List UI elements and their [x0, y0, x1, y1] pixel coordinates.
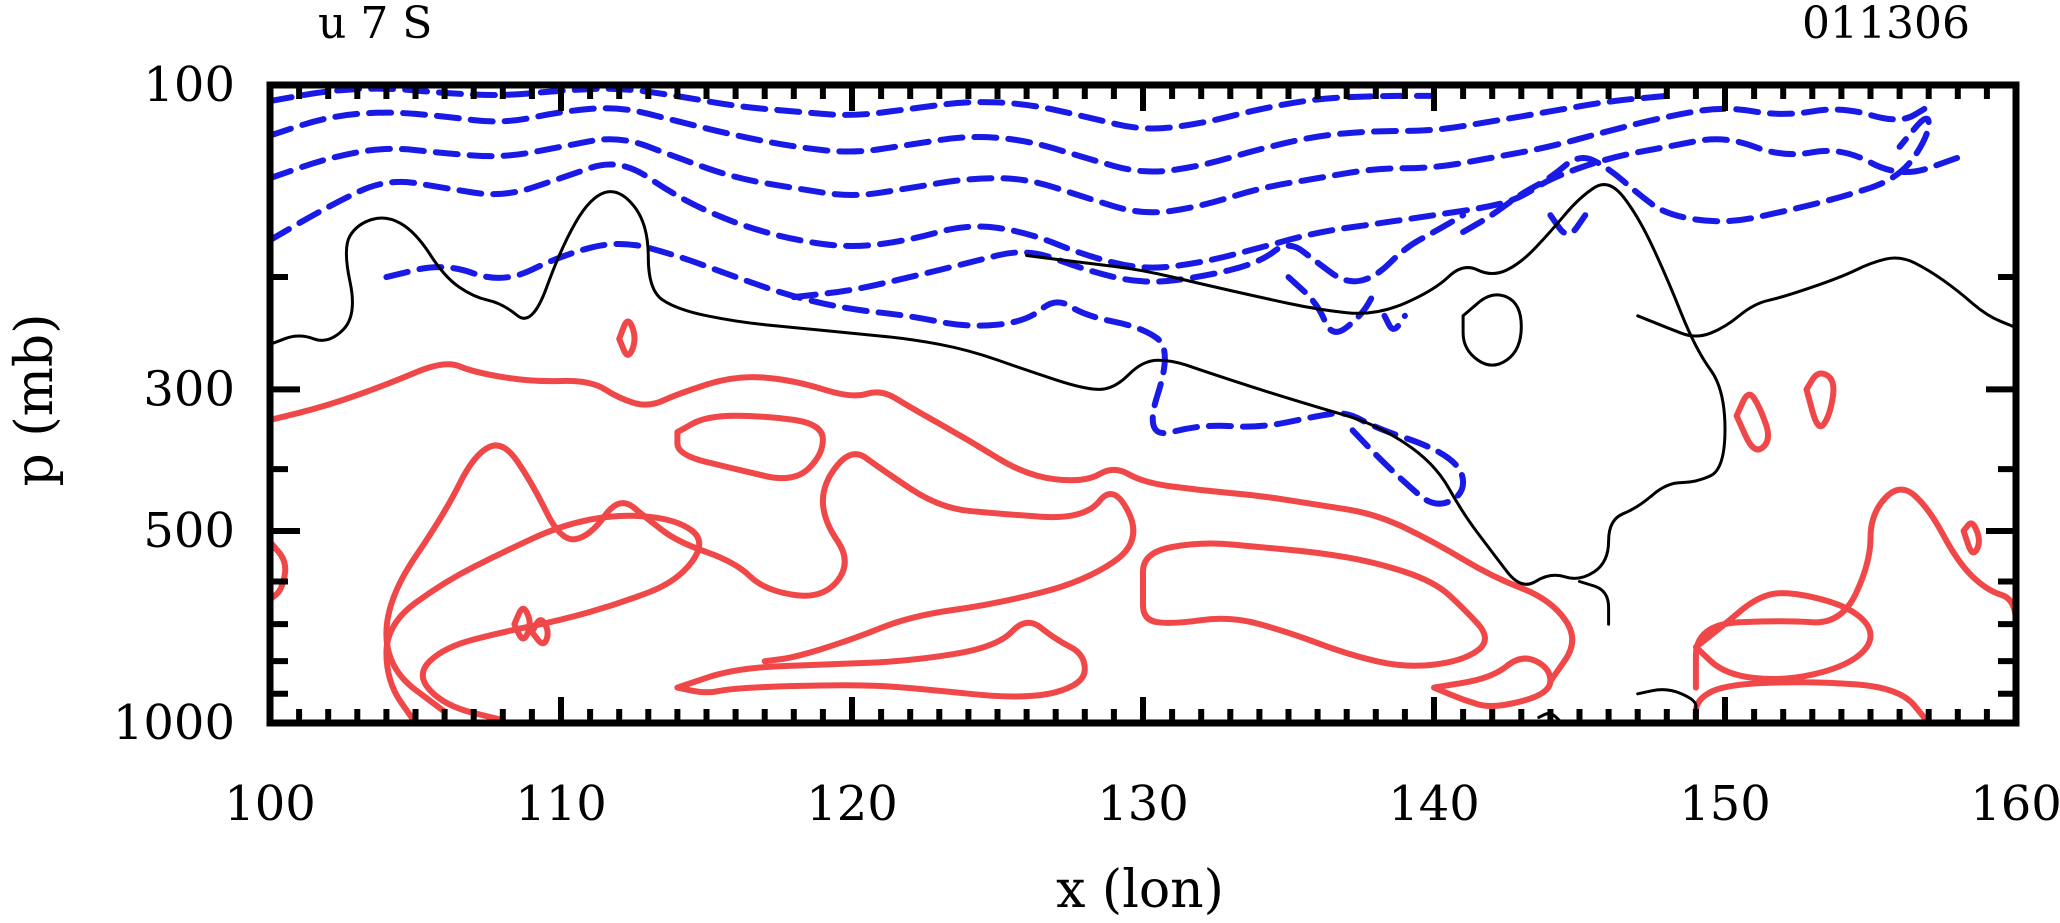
- y-tick-label: 100: [143, 57, 235, 113]
- positive-contour-10: [674, 412, 826, 482]
- positive-contour-4: [1140, 540, 1488, 669]
- negative-contour-2: [270, 92, 1670, 175]
- y-axis-label: p (mb): [5, 314, 65, 487]
- x-tick-label: 100: [224, 776, 316, 832]
- positive-contour-7: [1692, 590, 1874, 683]
- x-tick-label: 150: [1679, 776, 1771, 832]
- y-tick-label: 300: [143, 361, 235, 417]
- positive-contour-12: [1803, 370, 1837, 430]
- negative-contour-6: [1460, 115, 1932, 235]
- negative-contour-0: [270, 136, 1961, 271]
- zero-contour-0: [270, 183, 1727, 586]
- positive-contour-5: [1431, 655, 1554, 709]
- x-axis-label: x (lon): [1056, 860, 1224, 920]
- negative-contour-4: [383, 240, 1467, 507]
- x-tick-label: 130: [1097, 776, 1189, 832]
- header-right: 011306: [1802, 0, 1970, 49]
- zero-contour-3: [1578, 580, 1611, 626]
- positive-contour-0: [270, 361, 1576, 685]
- positive-contour-13: [1960, 520, 1982, 556]
- positive-contour-8: [1692, 679, 1932, 723]
- negative-contour-7: [1285, 274, 1379, 335]
- x-tick-label: 110: [515, 776, 607, 832]
- negative-contour-3: [270, 85, 1437, 132]
- positive-contour-3: [674, 619, 1088, 700]
- positive-contour-15: [511, 605, 533, 642]
- positive-contour-1: [383, 512, 703, 723]
- positive-contour-11: [1733, 391, 1772, 453]
- x-tick-label: 140: [1388, 776, 1480, 832]
- negative-contour-9: [1381, 312, 1408, 332]
- zero-contour-4: [1636, 688, 1698, 714]
- positive-contour-2: [383, 442, 1137, 715]
- header-left: u 7 S: [318, 0, 432, 49]
- zero-contour-2: [1461, 293, 1523, 367]
- x-tick-label: 160: [1970, 776, 2060, 832]
- y-tick-label: 500: [143, 503, 235, 559]
- negative-contour-8: [1547, 212, 1589, 237]
- negative-contour-5: [790, 212, 1467, 301]
- zero-contour-1: [1636, 256, 2016, 338]
- positive-contour-14: [528, 617, 551, 647]
- contour-layer: [270, 85, 2016, 723]
- x-tick-label: 120: [806, 776, 898, 832]
- zero-contour-5: [1537, 712, 1564, 723]
- negative-contour-1: [270, 103, 1932, 216]
- y-tick-label: 1000: [113, 695, 235, 751]
- plot-frame: [266, 81, 2020, 727]
- positive-contour-9: [616, 318, 638, 358]
- tick-labels: 100 110 120 130 140 150 160 100 300 500 1000: [113, 57, 2060, 832]
